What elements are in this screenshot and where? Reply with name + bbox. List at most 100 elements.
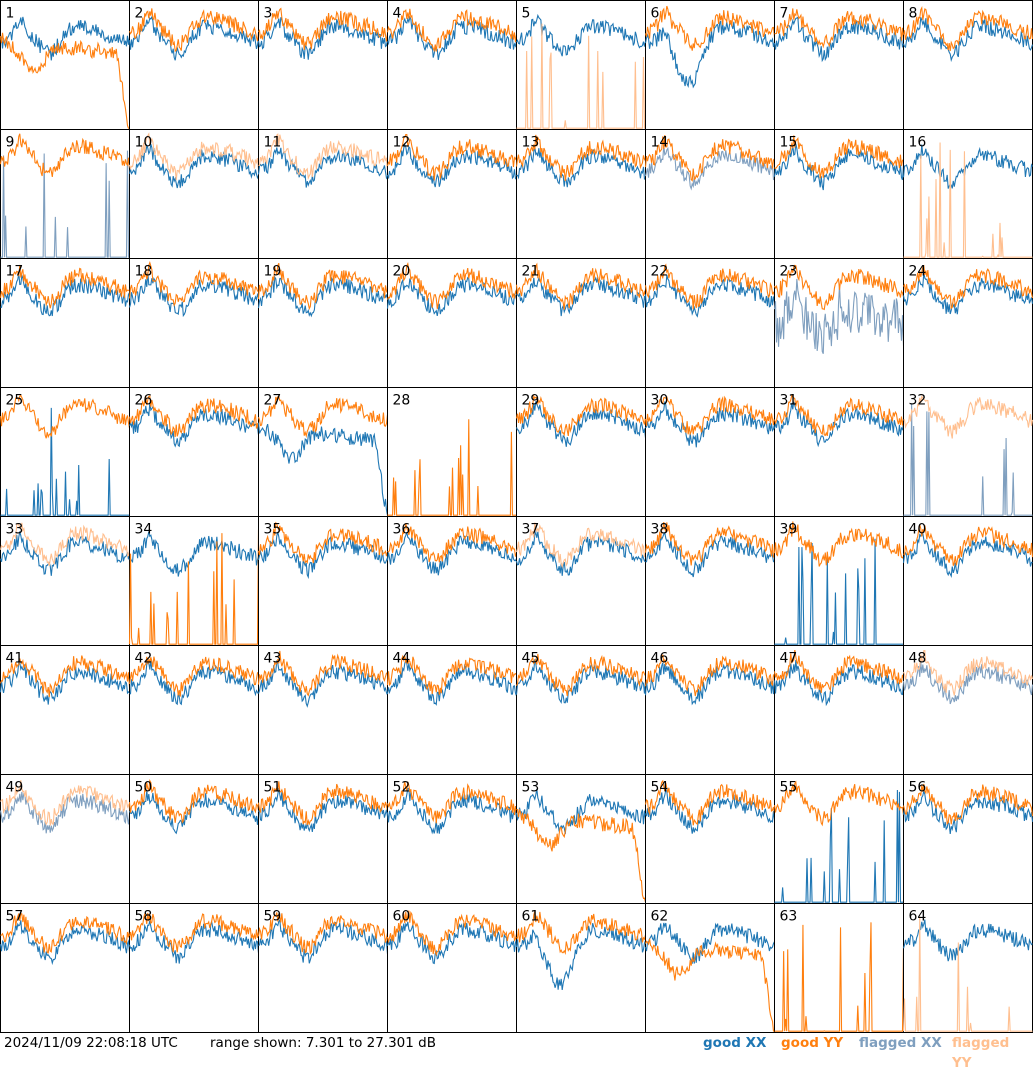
series-xx-panel-48 — [902, 661, 1033, 705]
panel-32: 32 — [903, 387, 1033, 517]
panel-label: 43 — [264, 651, 282, 667]
series-xx-panel-44 — [386, 657, 518, 706]
panel-frame — [516, 645, 646, 775]
series-xx-panel-30 — [645, 401, 776, 448]
series-yy-panel-21 — [515, 262, 647, 310]
series-xx-panel-42 — [129, 659, 259, 706]
series-xx-panel-31 — [773, 401, 905, 448]
panel-33: 33 — [0, 516, 131, 646]
panel-6: 6 — [644, 0, 776, 130]
panel-57: 57 — [0, 903, 131, 1033]
panel-55: 55 — [773, 774, 905, 904]
series-xx-panel-38 — [645, 531, 775, 578]
panel-label: 41 — [6, 651, 24, 667]
panel-label: 31 — [780, 393, 798, 409]
panel-37: 37 — [515, 516, 647, 646]
series-yy-panel-43 — [257, 650, 388, 697]
series-xx-panel-37 — [515, 530, 646, 576]
panel-frame — [258, 387, 388, 517]
panel-53: 53 — [515, 774, 647, 904]
panel-5: 5 — [516, 0, 647, 130]
panel-label: 7 — [780, 6, 789, 22]
panel-10: 10 — [128, 129, 260, 259]
series-xx-panel-29 — [515, 401, 647, 447]
panel-label: 63 — [780, 909, 798, 925]
panel-4: 4 — [386, 0, 518, 130]
panel-46: 46 — [644, 645, 776, 775]
legend-good-xx-label: good XX — [703, 1035, 767, 1051]
panel-frame — [387, 129, 517, 259]
series-yy-panel-45 — [516, 653, 646, 697]
panel-label: 44 — [393, 651, 411, 667]
series-yy-panel-28 — [387, 419, 517, 516]
panel-label: 38 — [651, 522, 669, 538]
panel-label: 54 — [651, 780, 669, 796]
panel-44: 44 — [386, 645, 518, 775]
panel-29: 29 — [515, 387, 647, 517]
panel-label: 42 — [135, 651, 153, 667]
panel-1: 1 — [0, 0, 131, 130]
panel-frame — [645, 387, 775, 517]
panel-61: 61 — [515, 903, 647, 1033]
series-yy-panel-3 — [258, 7, 389, 50]
series-xx-panel-23 — [773, 278, 905, 354]
panel-39: 39 — [773, 516, 904, 646]
panel-label: 16 — [909, 135, 927, 151]
panel-label: 26 — [135, 393, 153, 409]
panel-frame — [129, 129, 259, 259]
series-yy-panel-52 — [386, 781, 518, 824]
series-yy-panel-7 — [774, 8, 905, 49]
panel-label: 64 — [909, 909, 927, 925]
series-yy-panel-54 — [644, 779, 776, 826]
series-xx-panel-47 — [773, 659, 905, 707]
series-yy-panel-46 — [644, 654, 776, 697]
panel-label: 2 — [135, 6, 144, 22]
timestamp: 2024/11/09 22:08:18 UTC — [4, 1035, 178, 1051]
series-yy-panel-48 — [902, 649, 1033, 696]
series-xx-panel-51 — [258, 787, 389, 833]
panel-label: 1 — [6, 6, 15, 22]
panel-frame — [129, 258, 259, 388]
panel-label: 58 — [135, 909, 153, 925]
series-xx-panel-27 — [257, 422, 389, 516]
panel-frame — [387, 903, 517, 1033]
series-xx-panel-11 — [257, 147, 388, 188]
panel-13: 13 — [515, 129, 646, 259]
panel-35: 35 — [257, 516, 389, 646]
series-xx-panel-41 — [0, 660, 130, 705]
panel-label: 12 — [393, 135, 411, 151]
series-yy-panel-38 — [644, 521, 776, 566]
panel-label: 59 — [264, 909, 282, 925]
series-xx-panel-45 — [515, 659, 647, 705]
panel-7: 7 — [773, 0, 905, 130]
panel-label: 61 — [522, 909, 540, 925]
panel-label: 24 — [909, 264, 927, 280]
panel-label: 10 — [135, 135, 153, 151]
series-yy-panel-13 — [515, 134, 646, 182]
series-yy-panel-47 — [773, 649, 905, 694]
panel-24: 24 — [902, 258, 1033, 388]
panel-31: 31 — [773, 387, 905, 517]
series-yy-panel-41 — [0, 655, 131, 698]
series-xx-panel-57 — [0, 920, 131, 966]
panel-label: 34 — [135, 522, 153, 538]
panel-17: 17 — [0, 258, 130, 388]
legend-flagged-yy-label: flagged YY — [952, 1035, 1010, 1071]
panel-58: 58 — [128, 903, 260, 1033]
panel-22: 22 — [644, 258, 776, 388]
panel-label: 35 — [264, 522, 282, 538]
panel-label: 52 — [393, 780, 411, 796]
series-xx-panel-52 — [386, 788, 518, 835]
panel-label: 57 — [6, 909, 24, 925]
panel-label: 46 — [651, 651, 669, 667]
panel-frame — [516, 0, 646, 130]
panel-40: 40 — [902, 516, 1033, 646]
series-yy-panel-10 — [128, 132, 260, 181]
legend-flagged-xx-label: flagged XX — [859, 1035, 942, 1051]
series-xx-panel-18 — [128, 272, 260, 318]
series-yy-panel-11 — [258, 133, 389, 181]
panel-label: 8 — [909, 6, 918, 22]
series-yy-panel-51 — [257, 781, 389, 826]
panel-12: 12 — [386, 129, 518, 259]
panel-label: 23 — [780, 264, 798, 280]
